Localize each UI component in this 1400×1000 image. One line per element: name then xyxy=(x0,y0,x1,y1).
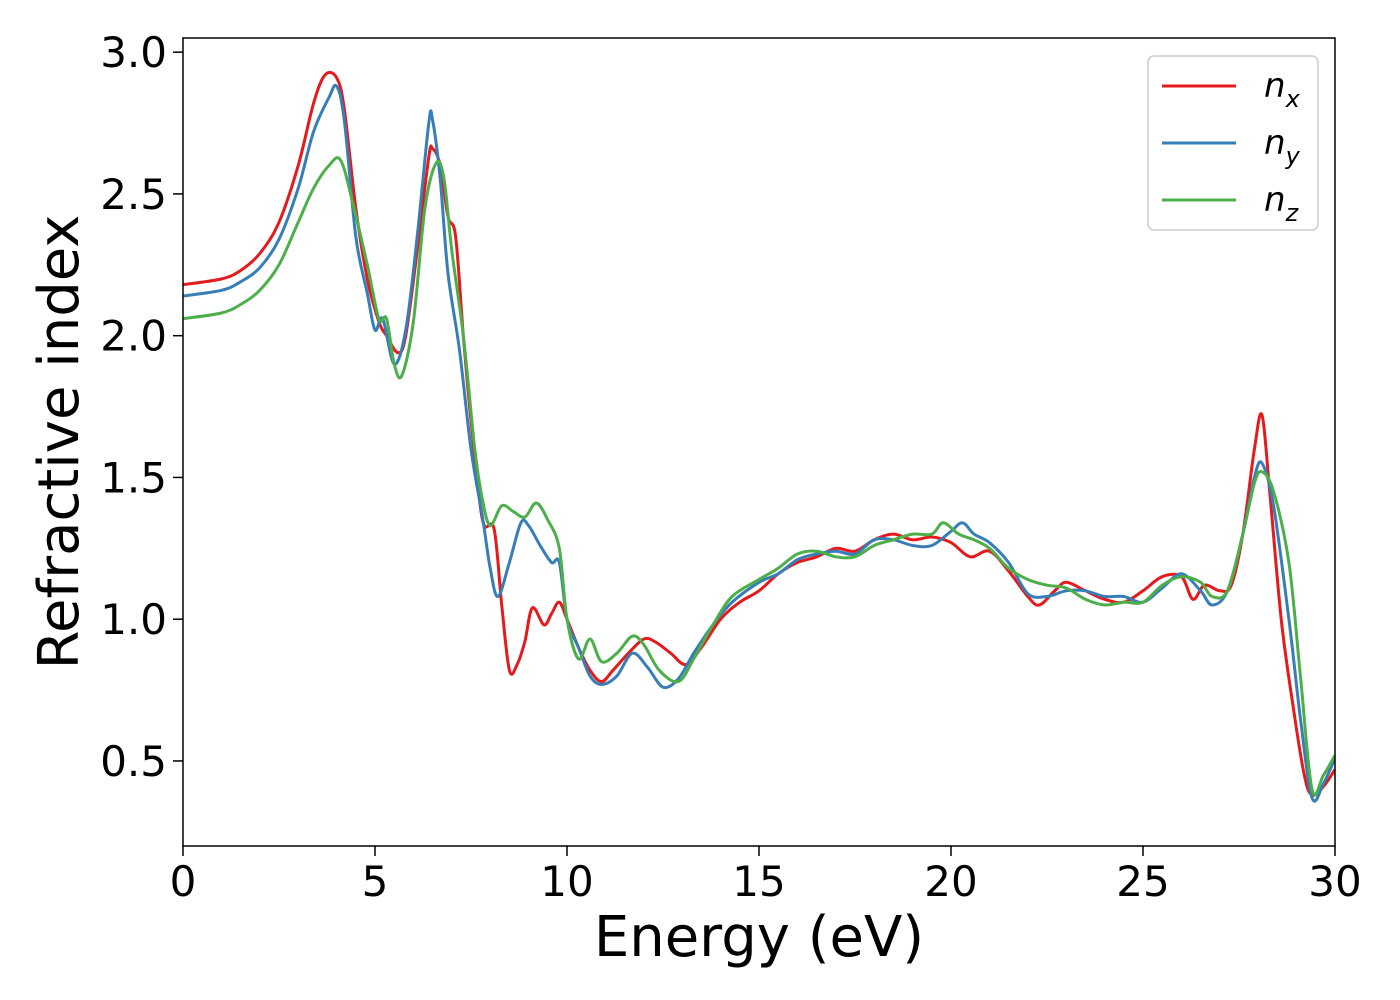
legend-symbol: n xyxy=(1264,123,1286,163)
plot-background xyxy=(183,38,1335,846)
legend-subscript: y xyxy=(1285,142,1301,170)
x-tick-label: 5 xyxy=(362,857,389,906)
series-line-nz xyxy=(183,156,1335,797)
x-tick-label: 0 xyxy=(170,857,197,906)
y-tick-label: 1.0 xyxy=(100,595,167,644)
legend-label-nz: nz xyxy=(1264,180,1300,227)
x-tick-label: 20 xyxy=(924,857,977,906)
y-axis-ticks: 0.5 1.0 1.5 2.0 2.5 3.0 xyxy=(100,28,183,786)
y-tick-label: 0.5 xyxy=(100,737,167,786)
y-tick-label: 1.5 xyxy=(100,453,167,502)
legend-subscript: z xyxy=(1285,199,1300,227)
x-tick-label: 25 xyxy=(1116,857,1169,906)
legend-symbol: n xyxy=(1264,180,1286,220)
x-axis-ticks: 0 5 10 15 20 25 30 xyxy=(170,846,1362,906)
x-axis-title: Energy (eV) xyxy=(594,905,924,970)
series-line-ny xyxy=(183,83,1335,803)
legend-subscript: x xyxy=(1285,85,1301,113)
series-layer xyxy=(183,70,1335,803)
y-tick-label: 2.5 xyxy=(100,170,167,219)
x-tick-label: 10 xyxy=(540,857,593,906)
y-axis-title: Refractive index xyxy=(27,215,92,670)
y-tick-label: 3.0 xyxy=(100,28,167,77)
legend-label-nx: nx xyxy=(1264,66,1301,113)
legend-label-ny: ny xyxy=(1264,123,1301,170)
y-tick-label: 2.0 xyxy=(100,312,167,361)
series-line-nx xyxy=(183,70,1335,797)
x-tick-label: 30 xyxy=(1308,857,1361,906)
x-tick-label: 15 xyxy=(732,857,785,906)
legend-symbol: n xyxy=(1264,66,1286,106)
